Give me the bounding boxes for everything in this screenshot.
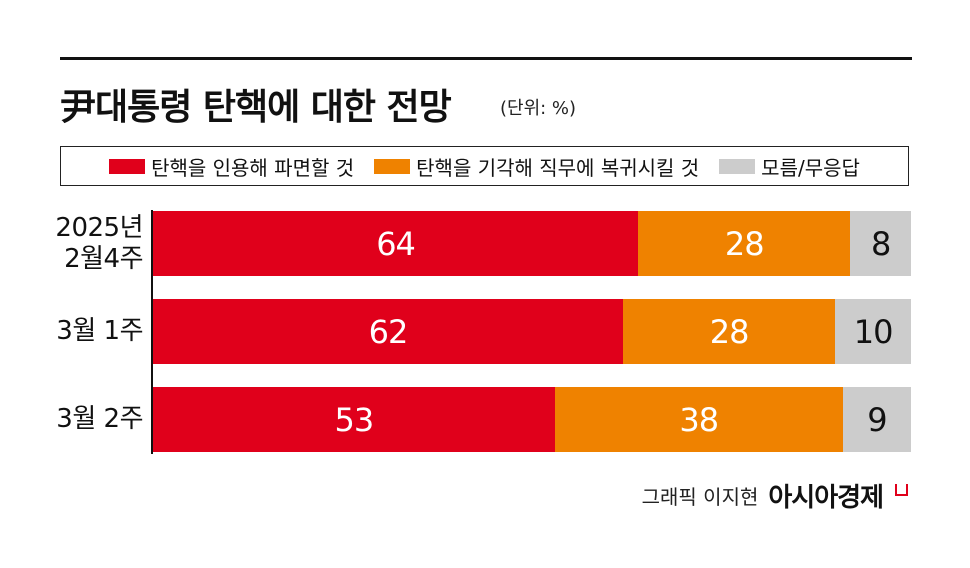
bar-segment: 8 — [850, 211, 911, 276]
bar-value-label: 28 — [709, 312, 750, 351]
legend-item-unknown: 모름/무응답 — [719, 152, 860, 181]
legend-swatch-reinstate — [374, 158, 411, 174]
category-label-line: 3월 1주 — [56, 316, 143, 346]
category-label-line: 3월 2주 — [56, 404, 143, 434]
bar-value-label: 8 — [870, 224, 891, 263]
bar-value-label: 53 — [334, 400, 375, 439]
bar-value-label: 9 — [867, 400, 887, 439]
credit: 그래픽 이지현 아시아경제 — [642, 477, 908, 514]
category-label: 3월 1주 — [40, 316, 143, 347]
bar-value-label: 64 — [376, 224, 416, 263]
bar-segment: 28 — [638, 211, 851, 276]
unit-label: (단위: %) — [500, 98, 577, 119]
bar-segment: 53 — [153, 387, 555, 452]
chart-title: 尹대통령 탄핵에 대한 전망 — [60, 87, 452, 128]
category-label: 2025년 2월4주 — [40, 213, 143, 275]
bar-value-label: 38 — [679, 400, 719, 439]
legend-swatch-uphold — [109, 158, 146, 174]
legend-item-uphold: 탄핵을 인용해 파면할 것 — [109, 152, 354, 181]
category-label: 3월 2주 — [40, 404, 143, 435]
legend-label-unknown: 모름/무응답 — [761, 155, 860, 180]
brand-mark-icon — [895, 483, 908, 496]
legend-label-uphold: 탄핵을 인용해 파면할 것 — [151, 155, 355, 180]
legend: 탄핵을 인용해 파면할 것 탄핵을 기각해 직무에 복귀시킬 것 모름/무응답 — [60, 146, 909, 186]
bar-value-label: 28 — [724, 224, 765, 263]
brand-logo: 아시아경제 — [768, 483, 884, 513]
legend-label-reinstate: 탄핵을 기각해 직무에 복귀시킬 것 — [416, 155, 700, 180]
bar-value-label: 62 — [368, 312, 409, 351]
top-rule — [60, 57, 912, 60]
graphic-credit: 그래픽 이지현 — [641, 485, 759, 509]
category-label-line: 2025년 — [55, 212, 143, 243]
bar-segment: 28 — [622, 299, 836, 364]
bar-segment: 10 — [835, 299, 911, 364]
bar-value-label: 10 — [853, 312, 894, 351]
bar-segment: 64 — [153, 211, 639, 276]
bar-segment: 38 — [554, 387, 843, 452]
legend-swatch-unknown — [719, 158, 756, 174]
category-axis-line — [151, 210, 153, 454]
category-label-line: 2월4주 — [64, 243, 143, 274]
legend-item-reinstate: 탄핵을 기각해 직무에 복귀시킬 것 — [374, 152, 699, 181]
bar-segment: 9 — [842, 387, 911, 452]
bar-segment: 62 — [153, 299, 623, 364]
